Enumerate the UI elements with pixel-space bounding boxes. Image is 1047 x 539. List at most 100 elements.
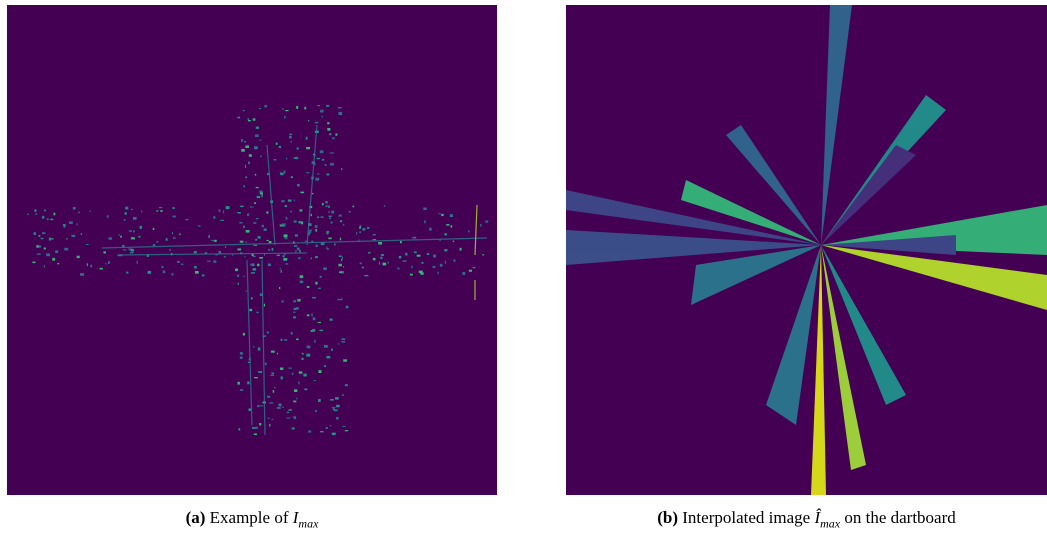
point [259, 108, 261, 109]
point [239, 428, 241, 431]
point [128, 249, 131, 250]
point [327, 128, 330, 131]
point [332, 433, 336, 436]
point [338, 264, 342, 267]
point [423, 208, 427, 211]
point [55, 251, 58, 254]
point [318, 370, 321, 373]
point [241, 139, 243, 142]
point [247, 214, 249, 216]
point [381, 254, 384, 256]
point [326, 427, 328, 429]
point [311, 214, 312, 216]
point [367, 227, 370, 229]
point [317, 173, 319, 174]
point [480, 224, 481, 227]
point [173, 237, 176, 239]
point [258, 236, 261, 238]
point [321, 217, 324, 218]
point [341, 298, 342, 301]
point [219, 209, 221, 212]
point [296, 307, 299, 309]
point [444, 249, 447, 251]
caption-a: (a) Example of Imax [7, 508, 497, 531]
point [283, 255, 285, 257]
point [326, 105, 329, 107]
point [237, 249, 241, 251]
point [283, 258, 287, 260]
point [254, 245, 258, 246]
point [251, 298, 253, 300]
point [460, 248, 462, 251]
point [304, 107, 306, 110]
point [469, 270, 472, 272]
point [331, 211, 334, 214]
point [271, 351, 275, 353]
point [107, 215, 109, 218]
point [80, 273, 84, 276]
caption-text-end: on the dartboard [844, 508, 955, 527]
point [194, 251, 197, 253]
point [331, 349, 333, 351]
point [241, 149, 245, 152]
point [314, 340, 315, 343]
point [336, 405, 340, 408]
point [239, 222, 242, 224]
point [339, 215, 342, 217]
point [297, 248, 300, 251]
point [129, 230, 132, 232]
point [327, 122, 329, 124]
point [245, 177, 247, 179]
point [47, 218, 49, 219]
point [108, 261, 110, 264]
point [412, 237, 416, 239]
point [314, 380, 316, 381]
point [44, 248, 46, 250]
point [274, 387, 275, 388]
point [315, 122, 318, 123]
point [159, 207, 163, 208]
point [326, 356, 330, 358]
point [320, 276, 322, 278]
point [293, 300, 296, 302]
point [328, 216, 332, 217]
point [249, 154, 252, 157]
point [419, 271, 423, 273]
point [42, 232, 46, 234]
image-b [566, 5, 1047, 495]
point [298, 257, 300, 259]
point [281, 200, 284, 202]
point [254, 146, 258, 149]
point [266, 212, 268, 214]
point [277, 407, 281, 409]
point [254, 434, 257, 436]
point [336, 417, 338, 419]
point [297, 148, 299, 150]
point [359, 231, 361, 233]
point [252, 427, 254, 429]
point [296, 339, 299, 341]
point [307, 314, 310, 316]
point [325, 201, 328, 203]
point [256, 427, 258, 429]
point [330, 399, 334, 401]
point [36, 245, 38, 248]
point [267, 332, 269, 334]
point [294, 157, 296, 159]
point [343, 359, 347, 361]
point [257, 405, 259, 407]
point [294, 245, 297, 247]
point [289, 134, 292, 136]
point [226, 206, 230, 209]
point [81, 233, 82, 235]
point [397, 268, 399, 270]
point [353, 206, 355, 208]
point [77, 256, 80, 258]
point [330, 319, 333, 321]
point [291, 176, 293, 178]
point [380, 257, 382, 259]
point [339, 271, 342, 273]
point [261, 195, 262, 198]
point [268, 264, 271, 267]
point [307, 286, 310, 288]
